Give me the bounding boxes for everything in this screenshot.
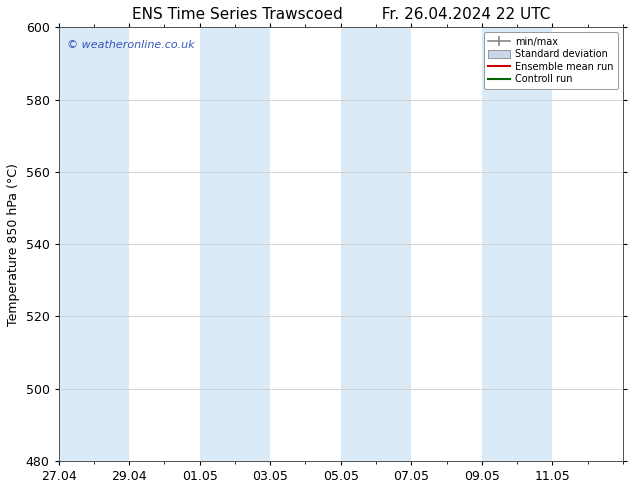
Bar [200, 27, 270, 461]
Y-axis label: Temperature 850 hPa (°C): Temperature 850 hPa (°C) [7, 163, 20, 325]
Bar [482, 27, 552, 461]
Bar [58, 27, 129, 461]
Title: ENS Time Series Trawscoed        Fr. 26.04.2024 22 UTC: ENS Time Series Trawscoed Fr. 26.04.2024… [131, 7, 550, 22]
Text: © weatheronline.co.uk: © weatheronline.co.uk [67, 40, 195, 50]
Bar [340, 27, 411, 461]
Legend: min/max, Standard deviation, Ensemble mean run, Controll run: min/max, Standard deviation, Ensemble me… [484, 32, 618, 89]
